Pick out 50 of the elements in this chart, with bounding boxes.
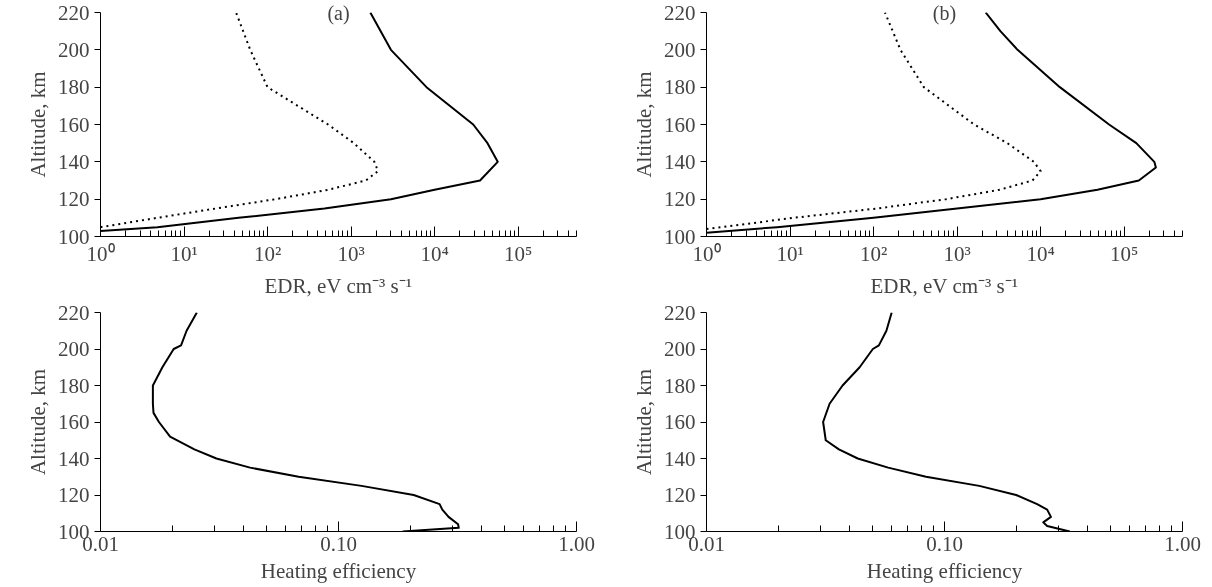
x-tick-label: 10¹ [776,241,804,266]
chart-title: (b) [932,1,957,25]
x-axis-title: EDR, eV cm⁻³ s⁻¹ [264,273,413,298]
y-tick-label: 100 [664,224,696,249]
y-tick-label: 160 [58,112,90,137]
x-tick-label: 0.10 [926,531,963,556]
y-tick-label: 160 [664,410,696,434]
y-tick-label: 220 [58,300,90,325]
y-tick-label: 120 [664,483,696,507]
x-tick-label: 0.10 [320,531,357,556]
y-tick-label: 220 [58,0,90,25]
x-tick-label: 10³ [337,241,365,266]
x-tick-label: 10² [859,241,888,266]
y-tick-label: 180 [58,75,90,100]
y-axis-title: Altitude, km [632,368,656,476]
y-tick-label: 220 [664,0,696,25]
y-tick-label: 140 [664,149,696,174]
y-tick-label: 120 [58,483,90,507]
y-tick-label: 120 [664,187,696,212]
chart-title: (a) [327,1,350,25]
x-axis-title: Heating efficiency [260,558,417,583]
y-tick-label: 120 [58,187,90,212]
x-tick-label: 10² [253,241,282,266]
x-axis-title: Heating efficiency [866,558,1023,583]
y-axis-title: Altitude, km [26,71,50,178]
y-tick-label: 200 [58,37,90,62]
x-tick-label: 10⁴ [420,241,449,266]
y-axis-title: Altitude, km [26,368,50,476]
y-tick-label: 200 [58,337,90,361]
x-tick-label: 10⁵ [503,241,533,266]
x-tick-label: 10¹ [170,241,198,266]
y-tick-label: 220 [664,300,696,325]
y-tick-label: 180 [664,373,696,398]
y-axis-title: Altitude, km [632,71,656,178]
y-tick-label: 200 [664,37,696,62]
y-tick-label: 100 [58,224,90,249]
x-tick-label: 1.00 [558,531,595,556]
y-tick-label: 140 [664,446,696,471]
y-tick-label: 180 [58,373,90,398]
x-tick-label: 10⁵ [1109,241,1139,266]
x-axis-title: EDR, eV cm⁻³ s⁻¹ [870,273,1019,298]
y-tick-label: 160 [664,112,696,137]
y-tick-label: 140 [58,446,90,471]
y-tick-label: 140 [58,149,90,174]
x-tick-label: 10⁴ [1026,241,1055,266]
y-tick-label: 160 [58,410,90,434]
x-tick-label: 1.00 [1164,531,1201,556]
y-tick-label: 200 [664,337,696,361]
x-tick-label: 10³ [943,241,971,266]
y-tick-label: 180 [664,75,696,100]
